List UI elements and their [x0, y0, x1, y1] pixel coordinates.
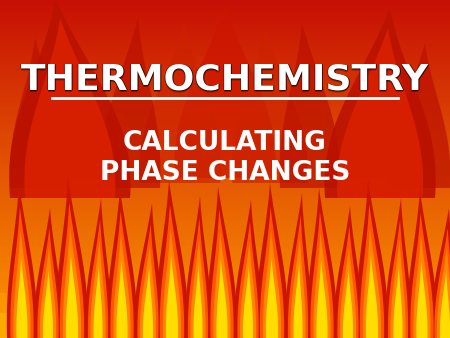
Polygon shape [388, 219, 408, 338]
Text: THERMOCHEMISTRY: THERMOCHEMISTRY [21, 64, 429, 98]
Polygon shape [140, 244, 156, 338]
Polygon shape [117, 260, 127, 338]
Polygon shape [393, 266, 403, 338]
Polygon shape [110, 211, 134, 338]
Polygon shape [324, 8, 436, 198]
Polygon shape [431, 208, 450, 338]
Text: THERMOCHEMISTRY: THERMOCHEMISTRY [22, 63, 429, 97]
Polygon shape [290, 237, 306, 338]
Polygon shape [310, 211, 333, 338]
Polygon shape [343, 270, 353, 338]
Polygon shape [434, 228, 450, 338]
Polygon shape [14, 230, 31, 338]
Polygon shape [356, 180, 388, 338]
Polygon shape [107, 188, 137, 338]
Polygon shape [307, 188, 337, 338]
Text: CALCULATING: CALCULATING [123, 130, 327, 156]
Polygon shape [410, 213, 434, 338]
Polygon shape [288, 215, 308, 338]
Polygon shape [337, 28, 423, 198]
Polygon shape [137, 224, 159, 338]
Polygon shape [188, 218, 208, 338]
Polygon shape [163, 228, 181, 338]
Polygon shape [334, 206, 362, 338]
Polygon shape [293, 263, 302, 338]
Polygon shape [232, 28, 308, 183]
Polygon shape [88, 219, 108, 338]
Text: PHASE CHANGES: PHASE CHANGES [100, 160, 350, 186]
Polygon shape [143, 268, 153, 338]
Polygon shape [17, 258, 27, 338]
Polygon shape [94, 266, 103, 338]
Polygon shape [24, 18, 116, 198]
Polygon shape [216, 259, 228, 338]
Polygon shape [279, 23, 340, 188]
Text: THERMOCHEMISTRY: THERMOCHEMISTRY [21, 63, 429, 97]
Polygon shape [360, 204, 384, 338]
Polygon shape [390, 43, 450, 188]
Polygon shape [338, 226, 359, 338]
Polygon shape [160, 204, 184, 338]
Polygon shape [266, 258, 278, 338]
Polygon shape [66, 255, 78, 338]
Text: THERMOCHEMISTRY: THERMOCHEMISTRY [20, 63, 428, 97]
Polygon shape [113, 233, 130, 338]
Polygon shape [260, 207, 284, 338]
Polygon shape [63, 226, 81, 338]
Text: THERMOCHEMISTRY: THERMOCHEMISTRY [21, 63, 428, 97]
Polygon shape [100, 18, 160, 188]
Polygon shape [414, 235, 431, 338]
Polygon shape [56, 178, 88, 338]
Polygon shape [9, 38, 70, 188]
Bar [0, 293, 450, 338]
Polygon shape [166, 256, 178, 338]
Polygon shape [9, 0, 130, 198]
Text: THERMOCHEMISTRY: THERMOCHEMISTRY [21, 62, 429, 96]
Polygon shape [34, 208, 62, 338]
Polygon shape [43, 271, 53, 338]
Polygon shape [90, 240, 106, 338]
Polygon shape [238, 221, 259, 338]
Polygon shape [285, 193, 311, 338]
Polygon shape [313, 233, 331, 338]
Polygon shape [316, 260, 328, 338]
Polygon shape [416, 262, 427, 338]
Polygon shape [40, 247, 56, 338]
Polygon shape [363, 228, 381, 338]
Polygon shape [185, 196, 211, 338]
Polygon shape [156, 180, 188, 338]
Polygon shape [437, 247, 450, 338]
Text: THERMOCHEMISTRY: THERMOCHEMISTRY [21, 64, 428, 97]
Polygon shape [407, 190, 437, 338]
Polygon shape [234, 200, 262, 338]
Polygon shape [391, 240, 405, 338]
Polygon shape [60, 202, 84, 338]
Polygon shape [194, 265, 202, 338]
Bar [0, 313, 450, 338]
Text: THERMOCHEMISTRY: THERMOCHEMISTRY [22, 63, 430, 97]
Polygon shape [85, 198, 111, 338]
Polygon shape [263, 230, 281, 338]
Polygon shape [7, 183, 37, 338]
Polygon shape [256, 183, 288, 338]
Polygon shape [134, 203, 162, 338]
Polygon shape [240, 242, 256, 338]
Polygon shape [385, 198, 411, 338]
Polygon shape [207, 186, 237, 338]
Polygon shape [175, 3, 275, 178]
Polygon shape [190, 239, 206, 338]
Polygon shape [366, 256, 378, 338]
Polygon shape [37, 228, 58, 338]
Polygon shape [210, 209, 234, 338]
Text: THERMOCHEMISTRY: THERMOCHEMISTRY [22, 64, 429, 97]
Polygon shape [10, 207, 34, 338]
Polygon shape [340, 246, 356, 338]
Polygon shape [140, 23, 220, 183]
Polygon shape [440, 271, 450, 338]
Polygon shape [243, 267, 253, 338]
Polygon shape [213, 232, 230, 338]
